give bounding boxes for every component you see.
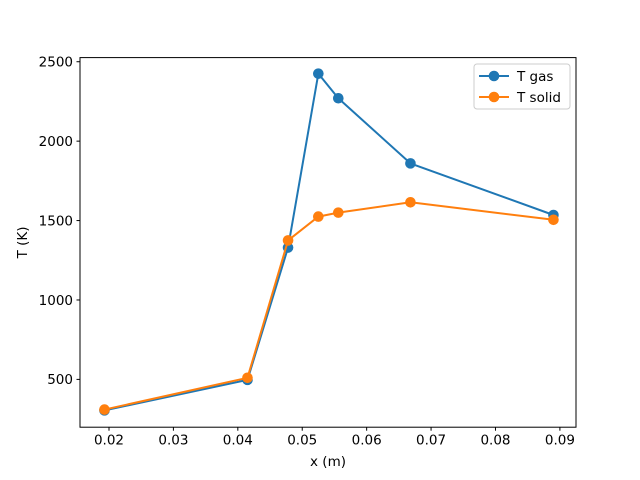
data-point-t-solid bbox=[99, 404, 110, 415]
x-tick-label: 0.03 bbox=[158, 433, 188, 449]
legend-marker-t-gas bbox=[488, 70, 500, 82]
y-axis-label: T (K) bbox=[15, 226, 31, 259]
data-point-t-solid bbox=[333, 207, 344, 218]
plot-border bbox=[79, 57, 577, 428]
x-tick-label: 0.05 bbox=[287, 433, 317, 449]
data-point-t-gas bbox=[405, 158, 416, 169]
y-tick-label: 2500 bbox=[39, 55, 73, 71]
legend: T gas T solid bbox=[473, 63, 571, 110]
legend-marker-t-solid bbox=[488, 91, 500, 103]
legend-label-t-solid: T solid bbox=[516, 90, 561, 106]
x-tick-label: 0.08 bbox=[480, 433, 510, 449]
y-tick-label: 500 bbox=[47, 372, 73, 388]
x-tick-label: 0.07 bbox=[416, 433, 446, 449]
x-tick-label: 0.09 bbox=[545, 433, 575, 449]
data-point-t-gas bbox=[313, 68, 324, 79]
x-tick-label: 0.06 bbox=[352, 433, 382, 449]
y-tick-label: 1500 bbox=[39, 213, 73, 229]
legend-label-t-gas: T gas bbox=[516, 69, 553, 85]
data-point-t-solid bbox=[282, 235, 294, 246]
data-point-t-solid bbox=[548, 214, 559, 226]
y-tick-label: 2000 bbox=[39, 134, 73, 150]
data-point-t-solid bbox=[242, 372, 253, 384]
series-line-t-gas bbox=[103, 72, 555, 412]
x-tick-label: 0.04 bbox=[223, 433, 253, 449]
x-tick-label: 0.02 bbox=[94, 433, 124, 449]
data-point-t-solid bbox=[405, 196, 416, 208]
series-line-t-solid bbox=[103, 201, 555, 411]
data-point-t-gas bbox=[333, 92, 344, 104]
x-axis-label: x (m) bbox=[310, 454, 346, 470]
data-point-t-solid bbox=[313, 211, 324, 222]
y-tick-label: 1000 bbox=[39, 293, 73, 309]
